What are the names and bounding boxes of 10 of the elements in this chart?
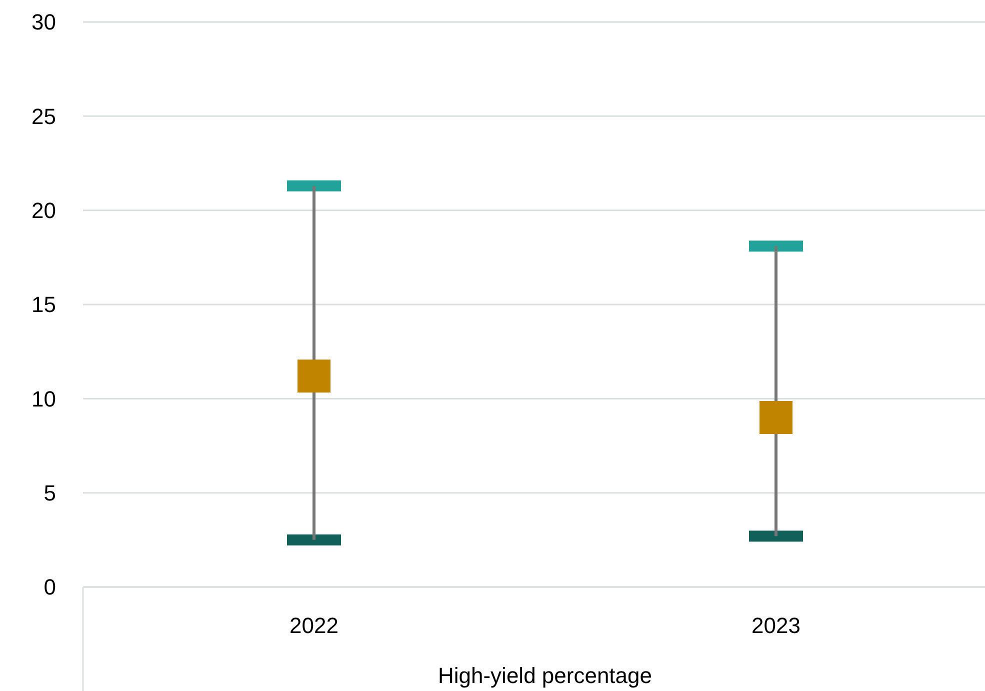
y-tick-label: 5 bbox=[44, 480, 56, 506]
y-tick-label: 10 bbox=[32, 386, 56, 412]
x-tick-label: 2022 bbox=[290, 613, 338, 638]
y-tick-label: 25 bbox=[32, 104, 56, 129]
x-axis-title: High-yield percentage bbox=[438, 663, 652, 688]
y-tick-label: 20 bbox=[32, 198, 56, 224]
y-tick-label: 30 bbox=[32, 10, 56, 35]
x-tick-label: 2023 bbox=[752, 613, 800, 638]
y-tick-label: 0 bbox=[44, 574, 56, 600]
y-tick-label: 15 bbox=[32, 292, 56, 318]
